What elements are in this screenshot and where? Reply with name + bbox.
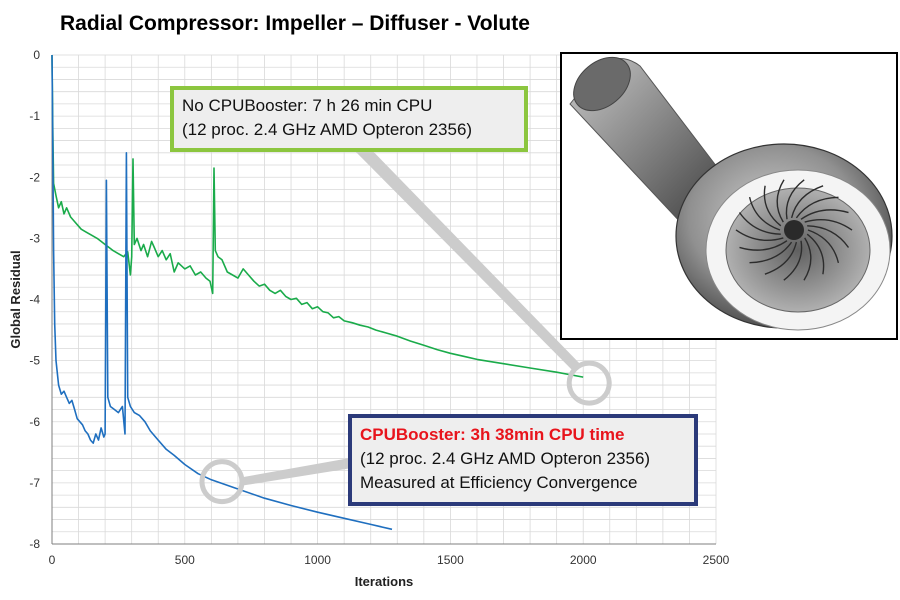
y-tick-label: -1 [29, 109, 40, 123]
callout-connector-cpubooster [239, 458, 352, 486]
y-tick-label: -5 [29, 354, 40, 368]
chart-axes: 0 500 1000 1500 2000 2500 0 -1 -2 -3 -4 -5 -6 -7 -8 Ite… [8, 48, 730, 589]
y-tick-label: -6 [29, 415, 40, 429]
callout-connector-no-cpubooster [350, 140, 582, 372]
no-cpubooster-line1: No CPUBooster: 7 h 26 min CPU [182, 96, 433, 115]
impeller-blade [763, 185, 782, 227]
cpubooster-line1: CPUBooster: 3h 38min CPU time [360, 425, 625, 444]
cpubooster-line2: (12 proc. 2.4 GHz AMD Opteron 2356) [360, 449, 651, 468]
y-tick-label: -4 [29, 293, 40, 307]
series-cpubooster [51, 54, 393, 531]
x-tick-label: 2500 [703, 553, 730, 567]
y-axis-label: Global Residual [8, 250, 23, 348]
impeller-blade [790, 185, 824, 219]
x-tick-label: 500 [175, 553, 195, 567]
impeller-blade [738, 212, 781, 235]
y-tick-label: -3 [29, 231, 40, 245]
impeller-blades [735, 179, 853, 281]
no-cpubooster-line2: (12 proc. 2.4 GHz AMD Opteron 2356) [182, 120, 473, 139]
impeller-blade [783, 240, 803, 281]
impeller-blade [804, 219, 853, 231]
impeller-hub [784, 220, 804, 240]
chart-callouts [199, 140, 612, 505]
callout-circle-cpubooster [199, 459, 245, 505]
y-tick-label: 0 [33, 48, 40, 62]
impeller-blade [776, 179, 785, 223]
impeller-blade [800, 209, 849, 220]
y-tick-label: -8 [29, 537, 40, 551]
outlet-face [573, 56, 631, 112]
impeller-blade [807, 229, 840, 264]
diffuser-inner [725, 187, 871, 313]
impeller-blade [807, 225, 850, 248]
impeller-blade [735, 229, 784, 241]
y-tick-label: -2 [29, 170, 40, 184]
impeller-blade [806, 233, 825, 275]
cpubooster-annotation: CPUBooster: 3h 38min CPU time (12 proc. … [348, 414, 698, 506]
chart-series [51, 54, 584, 531]
impeller-blade [748, 196, 781, 231]
cpubooster-line3: Measured at Efficiency Convergence [360, 473, 638, 492]
impeller-blade [785, 179, 805, 220]
compressor-render-image [560, 52, 898, 340]
x-tick-label: 0 [49, 553, 56, 567]
impeller-blade [749, 241, 793, 264]
impeller-blade [764, 241, 798, 275]
impeller-blade [739, 240, 788, 251]
impeller-blade [795, 196, 839, 219]
x-tick-label: 2000 [570, 553, 597, 567]
page-title: Radial Compressor: Impeller – Diffuser -… [60, 12, 530, 35]
callout-circle-no-cpubooster [566, 360, 612, 406]
impeller-blade [803, 237, 812, 281]
y-tick-label: -7 [29, 476, 40, 490]
compressor-render [569, 56, 893, 331]
series-no-cpubooster [51, 54, 584, 378]
x-axis-label: Iterations [355, 574, 414, 589]
x-tick-label: 1500 [437, 553, 464, 567]
x-tick-label: 1000 [304, 553, 331, 567]
no-cpubooster-annotation: No CPUBooster: 7 h 26 min CPU (12 proc. … [170, 86, 528, 152]
